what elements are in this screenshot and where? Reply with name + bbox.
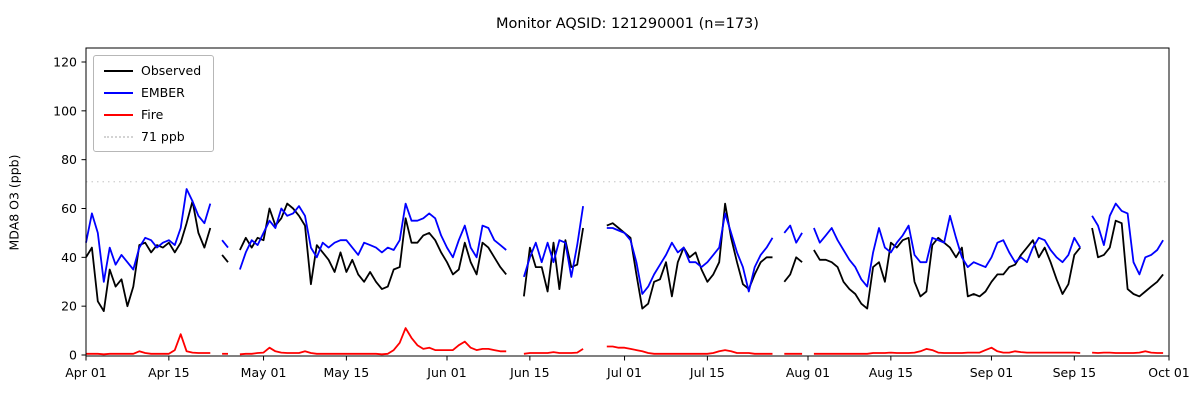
x-tick-label: Apr 01 <box>65 365 107 380</box>
chart-title: Monitor AQSID: 121290001 (n=173) <box>496 16 759 32</box>
series-line-ember <box>221 239 229 249</box>
series-line-observed <box>85 200 212 313</box>
series-line-fire <box>523 348 584 355</box>
legend: Observed EMBER Fire 71 ppb <box>93 55 215 152</box>
series-line-ember <box>783 224 803 244</box>
series-line-ember <box>606 212 774 295</box>
series-line-observed <box>606 202 773 310</box>
y-tick-label: 120 <box>53 55 77 70</box>
legend-item-fire: Fire <box>104 107 201 122</box>
x-tick-label: Oct 01 <box>1148 365 1190 380</box>
x-tick-label: Sep 01 <box>970 365 1013 380</box>
series-line-observed <box>813 236 1081 310</box>
legend-label: EMBER <box>141 85 185 100</box>
threshold-line-swatch <box>104 135 133 138</box>
legend-label: 71 ppb <box>141 129 185 144</box>
legend-item-observed: Observed <box>104 63 201 78</box>
y-tick-label: 60 <box>61 201 77 216</box>
series-line-fire <box>239 327 507 356</box>
y-tick-label: 40 <box>61 250 77 265</box>
x-tick-label: Apr 15 <box>148 365 190 380</box>
plot-border <box>85 47 1170 357</box>
x-tick-label: Jul 01 <box>606 365 642 380</box>
y-tick-label: 80 <box>61 152 77 167</box>
legend-label: Fire <box>141 107 164 122</box>
series-line-observed <box>221 254 229 263</box>
x-tick-label: May 01 <box>241 365 287 380</box>
series-line-ember <box>85 188 212 283</box>
series-line-fire <box>606 345 773 355</box>
series-line-fire <box>813 346 1081 355</box>
series-line-ember <box>813 214 1081 288</box>
y-tick-label: 0 <box>69 348 77 363</box>
series-line-fire <box>1092 350 1164 354</box>
legend-item-ember: EMBER <box>104 85 201 100</box>
x-tick-label: Jul 15 <box>689 365 725 380</box>
series-line-ember <box>239 202 507 270</box>
y-tick-label: 20 <box>61 299 77 314</box>
observed-line-swatch <box>104 69 133 72</box>
x-tick-label: Aug 15 <box>869 365 913 380</box>
x-tick-label: Sep 15 <box>1053 365 1096 380</box>
x-tick-label: Aug 01 <box>786 365 830 380</box>
legend-label: Observed <box>141 63 202 78</box>
y-tick-label: 100 <box>53 103 77 118</box>
series-line-ember <box>523 205 584 278</box>
legend-item-threshold: 71 ppb <box>104 129 201 144</box>
x-tick-label: Jun 15 <box>509 365 549 380</box>
series-line-fire <box>86 333 211 356</box>
fire-line-swatch <box>104 113 133 116</box>
ember-line-swatch <box>104 91 133 94</box>
series-line-observed <box>783 256 803 283</box>
series-line-observed <box>1091 219 1164 298</box>
x-tick-label: Jun 01 <box>426 365 466 380</box>
x-tick-label: May 15 <box>324 365 370 380</box>
series-line-ember <box>1091 202 1164 276</box>
